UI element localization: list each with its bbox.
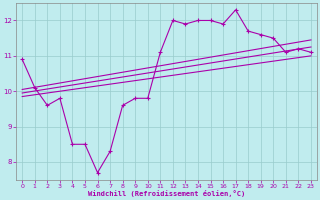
X-axis label: Windchill (Refroidissement éolien,°C): Windchill (Refroidissement éolien,°C) [88,190,245,197]
